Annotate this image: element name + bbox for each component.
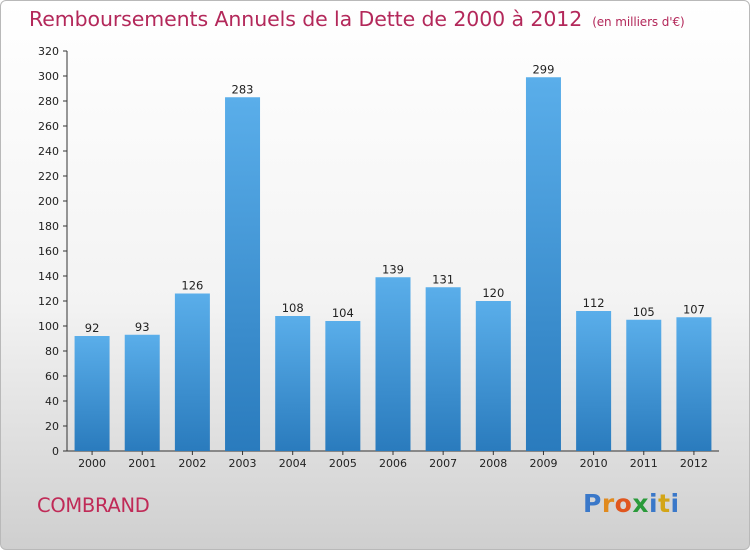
- bar-2007: [425, 287, 461, 451]
- proxiti-logo: Proxiti: [583, 489, 680, 518]
- x-tick-label: 2001: [128, 457, 156, 470]
- logo-letter: r: [601, 489, 615, 518]
- x-tick-label: 2007: [429, 457, 457, 470]
- y-tick-label: 0: [52, 445, 59, 458]
- x-tick-label: 2005: [329, 457, 357, 470]
- x-tick-label: 2011: [630, 457, 658, 470]
- logo-letter: t: [658, 489, 671, 518]
- axes: 0 20 40 60 80 100 120 140 160 180 200 220 240 260 280 3…: [38, 45, 719, 470]
- y-tick-label: 240: [38, 145, 59, 158]
- data-label: 107: [683, 302, 705, 316]
- y-tick-label: 140: [38, 270, 59, 283]
- data-label: 120: [482, 286, 504, 300]
- data-labels: 92 93 126 283 108 104 139 131 120 299 112 105 107: [85, 62, 705, 335]
- bar-2012: [676, 317, 712, 451]
- y-tick-label: 220: [38, 170, 59, 183]
- logo-letter: o: [614, 489, 633, 518]
- data-label: 104: [332, 306, 354, 320]
- x-tick-label: 2008: [479, 457, 507, 470]
- bar-2006: [375, 277, 411, 451]
- y-tick-label: 60: [45, 370, 59, 383]
- bar-2002: [174, 293, 210, 451]
- data-label: 93: [135, 320, 150, 334]
- x-tick-label: 2006: [379, 457, 407, 470]
- logo-letter: x: [632, 489, 649, 518]
- chart-title: Remboursements Annuels de la Dette de 20…: [29, 7, 685, 31]
- data-label: 283: [232, 82, 254, 96]
- logo-letter: i: [670, 489, 680, 518]
- x-tick-label: 2012: [680, 457, 708, 470]
- y-tick-label: 160: [38, 245, 59, 258]
- y-tick-label: 320: [38, 45, 59, 58]
- data-label: 139: [382, 262, 404, 276]
- x-tick-label: 2004: [279, 457, 307, 470]
- y-tick-label: 260: [38, 120, 59, 133]
- bar-2001: [124, 334, 160, 451]
- bar-2005: [325, 321, 361, 451]
- x-tick-label: 2002: [178, 457, 206, 470]
- y-tick-label: 300: [38, 70, 59, 83]
- data-label: 92: [85, 321, 100, 335]
- data-label: 108: [282, 301, 304, 315]
- y-tick-label: 20: [45, 420, 59, 433]
- y-tick-label: 100: [38, 320, 59, 333]
- bar-2004: [275, 316, 311, 451]
- x-tick-label: 2003: [229, 457, 257, 470]
- x-tick-label: 2009: [529, 457, 557, 470]
- data-label: 131: [432, 272, 454, 286]
- bar-2008: [475, 301, 511, 451]
- bar-2010: [576, 311, 612, 451]
- bar-2000: [74, 336, 110, 451]
- y-tick-label: 80: [45, 345, 59, 358]
- bar-2009: [525, 77, 561, 451]
- logo-letter: i: [649, 489, 659, 518]
- logo-letter: P: [583, 489, 602, 518]
- bar-2003: [225, 97, 261, 451]
- data-label: 112: [583, 296, 605, 310]
- x-tick-label: 2000: [78, 457, 106, 470]
- y-tick-label: 40: [45, 395, 59, 408]
- bars: [74, 77, 712, 451]
- town-name: COMBRAND: [37, 494, 150, 517]
- data-label: 299: [532, 62, 554, 76]
- bar-2011: [626, 319, 662, 451]
- y-tick-label: 180: [38, 220, 59, 233]
- y-tick-label: 280: [38, 95, 59, 108]
- unit-note: (en milliers d'€): [592, 15, 685, 29]
- data-label: 105: [633, 305, 655, 319]
- y-tick-label: 200: [38, 195, 59, 208]
- title-text: Remboursements Annuels de la Dette de 20…: [29, 7, 583, 31]
- data-label: 126: [181, 279, 203, 293]
- y-tick-label: 120: [38, 295, 59, 308]
- x-tick-label: 2010: [580, 457, 608, 470]
